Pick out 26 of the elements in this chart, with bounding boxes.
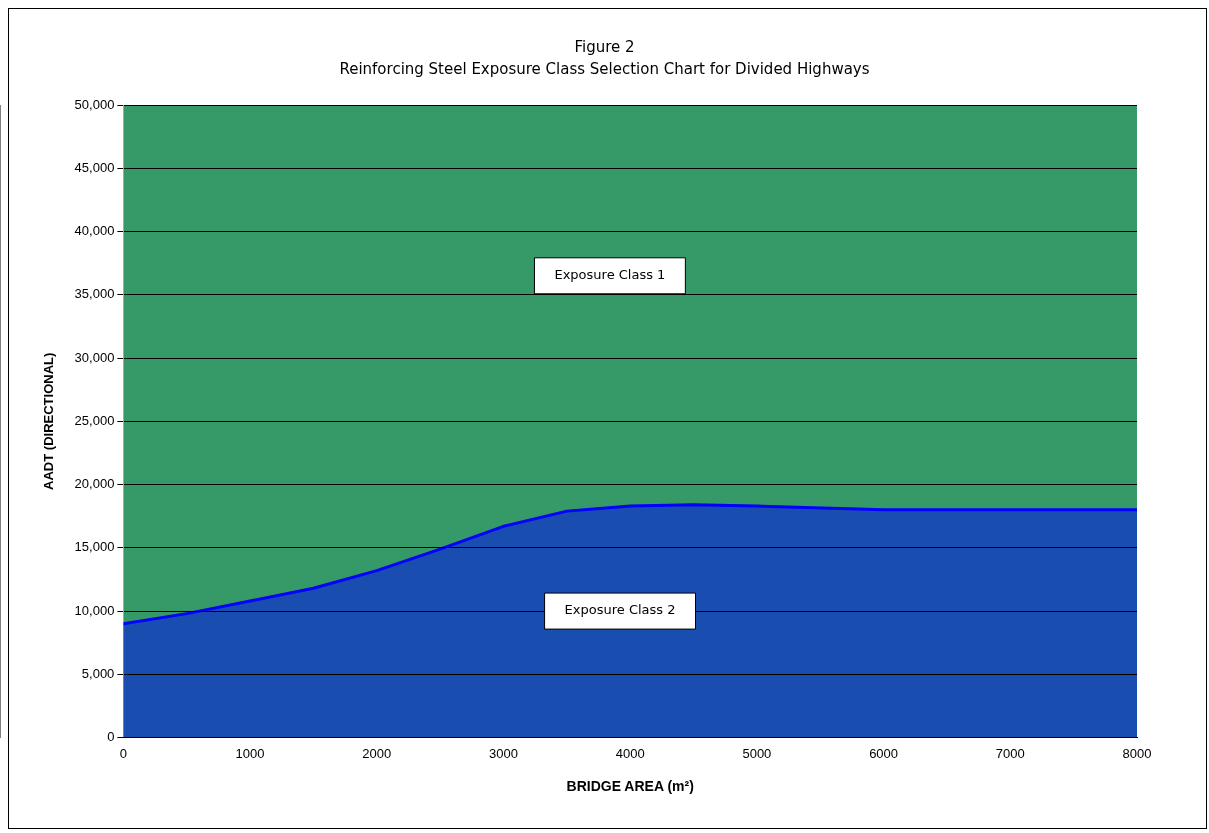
x-tick-label: 3000: [489, 745, 518, 761]
x-tick-label: 6000: [869, 745, 899, 761]
y-tick-label: 50,000: [74, 96, 115, 112]
y-tick-label: 5,000: [81, 665, 115, 681]
x-tick-label: 7000: [995, 745, 1025, 761]
chart-subtitle: Reinforcing Steel Exposure Class Selection Chart for Divided Highways: [338, 59, 871, 80]
y-tick-label: 40,000: [74, 223, 115, 239]
y-axis-title: AADT (DIRECTIONAL): [41, 352, 57, 490]
annotation: Exposure Class 1: [554, 267, 666, 283]
y-tick-label: 10,000: [74, 602, 115, 618]
y-tick-label: 30,000: [74, 349, 115, 365]
y-tick-label: 20,000: [74, 476, 115, 492]
y-tick-label: 35,000: [74, 286, 115, 302]
x-tick-label: 5000: [742, 745, 772, 761]
annotation: Exposure Class 2: [564, 602, 676, 618]
chart-title: Figure 2: [573, 37, 636, 58]
y-tick-label: 15,000: [74, 539, 115, 555]
x-tick-label: 2000: [362, 745, 392, 761]
y-tick-label: 45,000: [74, 159, 115, 175]
y-tick-label: 0: [107, 729, 115, 745]
x-tick-label: 1000: [235, 745, 265, 761]
y-tick-label: 25,000: [74, 412, 115, 428]
x-tick-label: 0: [119, 745, 127, 761]
x-tick-label: 4000: [615, 745, 645, 761]
x-tick-label: 8000: [1122, 745, 1152, 761]
x-axis-title: BRIDGE AREA (m²): [566, 778, 694, 795]
